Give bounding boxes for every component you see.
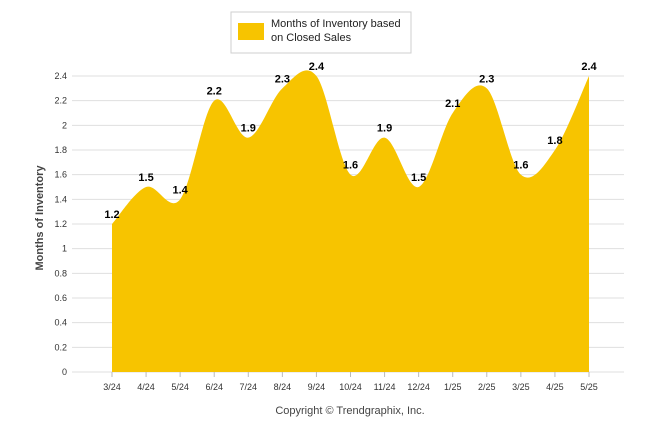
x-tick-label: 1/25: [444, 382, 462, 392]
area-layer: [112, 70, 589, 373]
x-tick-labels: 3/24 4/24 5/24 6/24 7/24 8/24 9/24 10/24 11/24 12…: [103, 382, 598, 392]
x-tick-label: 5/25: [580, 382, 598, 392]
y-tick-labels: 0 0.2 0.4 0.6 0.8 1 1.2 1.4 1.6 1.8 2 2.2 2.4: [54, 71, 67, 377]
y-tick-label: 0.6: [54, 293, 67, 303]
x-tick-label: 9/24: [308, 382, 326, 392]
y-tick-label: 1.8: [54, 145, 67, 155]
y-tick-label: 0.8: [54, 268, 67, 278]
data-label: 1.9: [377, 123, 392, 135]
x-tick-label: 3/25: [512, 382, 530, 392]
data-label: 1.5: [411, 172, 426, 184]
y-axis-title: Months of Inventory: [34, 165, 46, 271]
y-tick-label: 0.4: [54, 318, 67, 328]
legend-label-line-2: on Closed Sales: [271, 32, 352, 44]
y-tick-label: 1.2: [54, 219, 67, 229]
x-tick-label: 4/25: [546, 382, 564, 392]
data-label: 1.2: [104, 209, 119, 221]
data-labels: 1.2 1.5 1.4 2.2 1.9 2.3 2.4 1.6 1.9 1.5 2.1 2.3 1.6 1…: [104, 61, 597, 221]
data-label: 1.5: [138, 172, 153, 184]
y-tick-label: 2.4: [54, 71, 67, 81]
y-tick-label: 1: [62, 244, 67, 254]
legend: Months of Inventory based on Closed Sale…: [230, 11, 412, 54]
x-tick-label: 7/24: [240, 382, 258, 392]
x-tick-label: 11/24: [374, 382, 396, 392]
y-tick-label: 0: [62, 367, 67, 377]
x-tick-label: 8/24: [274, 382, 292, 392]
x-tick-label: 5/24: [171, 382, 189, 392]
y-tick-label: 1.6: [54, 170, 67, 180]
data-label: 2.3: [275, 73, 290, 85]
data-label: 2.4: [581, 61, 597, 73]
data-label: 1.6: [513, 160, 528, 172]
data-label: 1.4: [172, 184, 188, 196]
y-tick-label: 1.4: [54, 194, 67, 204]
data-label: 2.3: [479, 73, 494, 85]
y-tick-label: 2.2: [54, 96, 67, 106]
data-label: 2.1: [445, 98, 460, 110]
x-tick-label: 2/25: [478, 382, 496, 392]
x-tick-label: 10/24: [339, 382, 362, 392]
footer-copyright: Copyright © Trendgraphix, Inc.: [275, 405, 424, 417]
data-label: 1.8: [547, 135, 562, 147]
data-label: 2.4: [309, 61, 325, 73]
data-label: 1.9: [241, 123, 256, 135]
y-tick-label: 2: [62, 120, 67, 130]
x-tick-label: 12/24: [407, 382, 430, 392]
y-tick-label: 0.2: [54, 342, 67, 352]
x-tick-label: 6/24: [205, 382, 223, 392]
data-label: 2.2: [207, 86, 222, 98]
legend-swatch: [238, 23, 264, 40]
x-tick-label: 4/24: [137, 382, 155, 392]
legend-label-line-1: Months of Inventory based: [271, 18, 401, 30]
x-tick-label: 3/24: [103, 382, 121, 392]
series-area: [112, 70, 589, 373]
data-label: 1.6: [343, 160, 358, 172]
